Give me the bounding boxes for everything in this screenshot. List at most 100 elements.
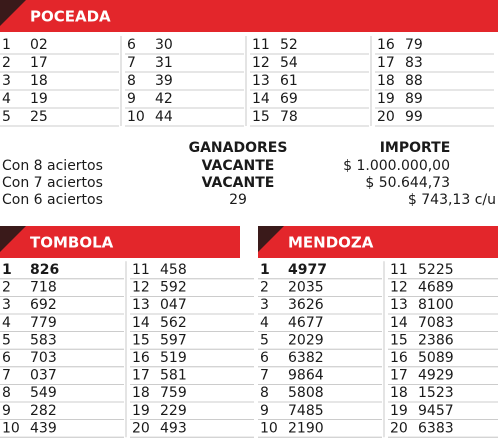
- number: 2029: [288, 332, 324, 348]
- position: 4: [2, 315, 11, 331]
- position: 1: [2, 262, 12, 278]
- position: 16: [390, 350, 408, 366]
- position: 2: [2, 280, 11, 296]
- number: 9864: [288, 368, 324, 384]
- mendoza-title: MENDOZA: [288, 234, 374, 252]
- position: 10: [127, 109, 145, 125]
- number: 562: [160, 315, 187, 331]
- number: 703: [30, 350, 57, 366]
- number: 7083: [418, 315, 454, 331]
- position: 12: [132, 280, 150, 296]
- number: 5808: [288, 385, 324, 401]
- position: 18: [377, 73, 395, 89]
- number: 4689: [418, 280, 454, 296]
- number: 037: [30, 368, 57, 384]
- number: 581: [160, 368, 187, 384]
- number: 18: [30, 73, 48, 89]
- number: 458: [160, 262, 187, 278]
- poceada-header-bar: [0, 0, 498, 32]
- position: 18: [132, 385, 150, 401]
- number: 9457: [418, 403, 454, 419]
- position: 2: [260, 280, 269, 296]
- position: 20: [132, 420, 150, 436]
- position: 1: [2, 37, 11, 53]
- position: 7: [260, 368, 269, 384]
- number: 52: [280, 37, 298, 53]
- position: 17: [377, 55, 395, 71]
- number: 282: [30, 403, 57, 419]
- number: 2190: [288, 420, 324, 436]
- number: 30: [155, 37, 173, 53]
- position: 12: [252, 55, 270, 71]
- number: 02: [30, 37, 48, 53]
- position: 14: [132, 315, 150, 331]
- number: 4977: [288, 262, 327, 278]
- position: 20: [390, 420, 408, 436]
- position: 2: [2, 55, 11, 71]
- number: 597: [160, 332, 187, 348]
- position: 20: [377, 109, 395, 125]
- position: 8: [260, 385, 269, 401]
- position: 11: [252, 37, 270, 53]
- prize-label: Con 6 aciertos: [2, 192, 103, 208]
- number: 1523: [418, 385, 454, 401]
- number: 69: [280, 91, 298, 107]
- position: 7: [2, 368, 11, 384]
- position: 7: [127, 55, 136, 71]
- number: 54: [280, 55, 298, 71]
- position: 9: [127, 91, 136, 107]
- position: 17: [390, 368, 408, 384]
- prize-amount: $ 743,13 c/u: [408, 192, 496, 208]
- position: 18: [390, 385, 408, 401]
- position: 8: [2, 385, 11, 401]
- position: 11: [390, 262, 408, 278]
- number: 6383: [418, 420, 454, 436]
- position: 8: [127, 73, 136, 89]
- number: 5089: [418, 350, 454, 366]
- position: 1: [260, 262, 270, 278]
- position: 19: [377, 91, 395, 107]
- amount-header: IMPORTE: [380, 140, 451, 156]
- prize-label: Con 8 aciertos: [2, 158, 103, 174]
- header-corner: [0, 0, 26, 26]
- tombola-title: TOMBOLA: [30, 234, 114, 252]
- position: 9: [2, 403, 11, 419]
- prize-amount: $ 50.644,73: [365, 175, 450, 191]
- number: 826: [30, 262, 59, 278]
- position: 15: [252, 109, 270, 125]
- position: 16: [377, 37, 395, 53]
- position: 15: [390, 332, 408, 348]
- number: 4677: [288, 315, 324, 331]
- number: 3626: [288, 297, 324, 313]
- number: 549: [30, 385, 57, 401]
- number: 2386: [418, 332, 454, 348]
- position: 4: [260, 315, 269, 331]
- number: 759: [160, 385, 187, 401]
- number: 692: [30, 297, 57, 313]
- position: 5: [260, 332, 269, 348]
- number: 4929: [418, 368, 454, 384]
- prize-winners: VACANTE: [202, 158, 275, 174]
- number: 047: [160, 297, 187, 313]
- number: 83: [405, 55, 423, 71]
- position: 15: [132, 332, 150, 348]
- position: 13: [132, 297, 150, 313]
- position: 6: [2, 350, 11, 366]
- number: 493: [160, 420, 187, 436]
- number: 8100: [418, 297, 454, 313]
- number: 5225: [418, 262, 454, 278]
- prize-amount: $ 1.000.000,00: [343, 158, 450, 174]
- position: 4: [2, 91, 11, 107]
- position: 17: [132, 368, 150, 384]
- number: 78: [280, 109, 298, 125]
- position: 16: [132, 350, 150, 366]
- position: 6: [127, 37, 136, 53]
- number: 592: [160, 280, 187, 296]
- winners-header: GANADORES: [189, 140, 288, 156]
- prize-winners: VACANTE: [202, 175, 275, 191]
- number: 61: [280, 73, 298, 89]
- number: 519: [160, 350, 187, 366]
- number: 583: [30, 332, 57, 348]
- number: 7485: [288, 403, 324, 419]
